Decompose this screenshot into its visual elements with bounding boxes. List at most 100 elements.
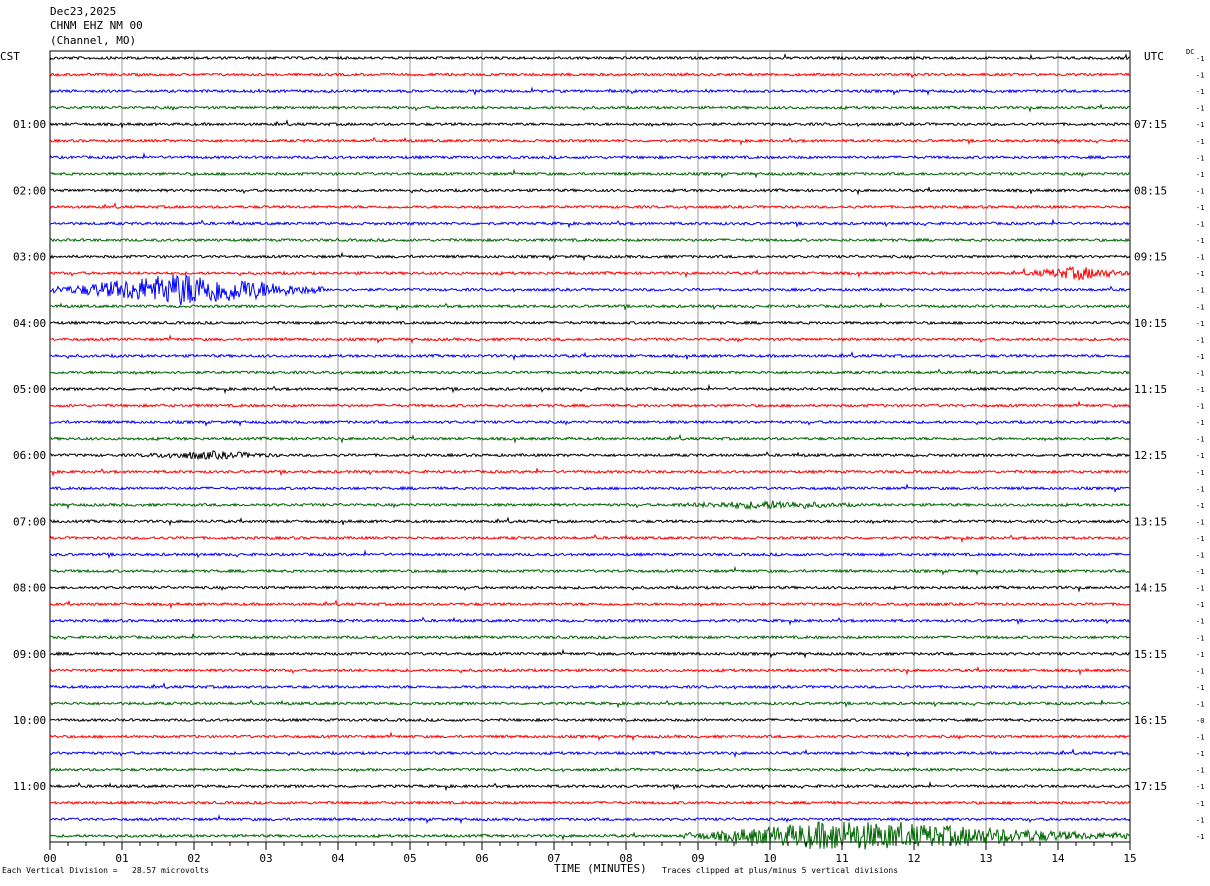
dc-offset-label: -1 <box>1196 618 1204 626</box>
left-hour-label: 06:00 <box>13 449 46 462</box>
dc-offset-label: -1 <box>1196 55 1204 63</box>
x-tick-label: 04 <box>331 852 345 865</box>
dc-offset-label: -1 <box>1196 816 1204 824</box>
dc-offset-label: -1 <box>1196 237 1204 245</box>
trace-row <box>49 400 1131 409</box>
trace-row <box>49 350 1131 362</box>
vertical-division-note: Each Vertical Division = 28.57 microvolt… <box>2 866 210 875</box>
dc-offset-label: -1 <box>1196 634 1204 642</box>
left-hour-label: 01:00 <box>13 118 46 131</box>
trace-row <box>49 681 1131 690</box>
trace-row <box>49 665 1131 676</box>
right-hour-label: 16:15 <box>1134 714 1167 727</box>
left-hour-label: 07:00 <box>13 515 46 528</box>
right-hour-label: 11:15 <box>1134 383 1167 396</box>
left-hour-label: 10:00 <box>13 714 46 727</box>
trace-row <box>49 119 1131 128</box>
x-tick-label: 03 <box>259 852 272 865</box>
trace-row <box>49 368 1131 376</box>
trace-row <box>49 218 1131 229</box>
dc-offset-label: -1 <box>1196 734 1204 742</box>
trace-row <box>50 168 1131 179</box>
trace-row <box>49 821 1131 850</box>
trace-row <box>49 152 1131 160</box>
trace-row <box>49 549 1131 559</box>
dc-offset-label: -1 <box>1196 204 1204 212</box>
dc-offset-label: -1 <box>1196 750 1204 758</box>
trace-row <box>50 468 1131 477</box>
x-tick-label: 05 <box>403 852 416 865</box>
trace-row <box>49 584 1131 593</box>
trace-row <box>49 780 1131 792</box>
dc-offset-label: -1 <box>1196 121 1204 129</box>
x-tick-label: 13 <box>979 852 992 865</box>
dc-offset-label: -1 <box>1196 568 1204 576</box>
left-hour-label: 11:00 <box>13 780 46 793</box>
dc-offset-label: -1 <box>1196 783 1204 791</box>
clipping-note: Traces clipped at plus/minus 5 vertical … <box>662 866 899 875</box>
dc-offset-label: -1 <box>1196 452 1204 460</box>
left-hour-label: 09:00 <box>13 648 46 661</box>
dc-offset-label: -1 <box>1196 154 1204 162</box>
trace-row <box>49 814 1131 825</box>
trace-row <box>49 201 1131 210</box>
x-tick-label: 01 <box>115 852 128 865</box>
plot-frame <box>49 50 1131 843</box>
left-hour-label: 05:00 <box>13 383 46 396</box>
dc-offset-label: -1 <box>1196 684 1204 692</box>
dc-offset-label: -1 <box>1196 171 1204 179</box>
right-hour-label: 10:15 <box>1134 317 1167 330</box>
trace-row <box>49 419 1131 427</box>
right-hour-label: 13:15 <box>1134 515 1167 528</box>
x-axis-label: TIME (MINUTES) <box>554 862 647 875</box>
dc-offset-label: -1 <box>1196 254 1204 262</box>
trace-row <box>49 717 1131 723</box>
dc-offset-label: -1 <box>1196 105 1204 113</box>
trace-row <box>49 648 1131 659</box>
trace-row <box>49 616 1131 626</box>
trace-row <box>50 633 1131 641</box>
trace-row <box>49 483 1131 493</box>
trace-row <box>50 334 1131 345</box>
dc-offset-label: -1 <box>1196 88 1204 96</box>
dc-offset-label: -1 <box>1196 601 1204 609</box>
x-tick-label: 12 <box>907 852 920 865</box>
right-hour-label: 12:15 <box>1134 449 1167 462</box>
trace-row <box>49 265 1131 281</box>
dc-offset-label: -0 <box>1196 717 1204 725</box>
left-timezone-label: CST <box>0 50 20 63</box>
dc-offset-label: -1 <box>1196 386 1204 394</box>
trace-row <box>49 731 1131 742</box>
dc-offset-label: -1 <box>1196 369 1204 377</box>
right-hour-label: 07:15 <box>1134 118 1167 131</box>
right-hour-label: 17:15 <box>1134 780 1167 793</box>
trace-row <box>49 274 1131 306</box>
x-tick-label: 10 <box>763 852 776 865</box>
dc-offset-label: -1 <box>1196 767 1204 775</box>
dc-label: DC <box>1186 48 1195 56</box>
trace-row <box>49 86 1131 96</box>
dc-offset-label: -1 <box>1196 469 1204 477</box>
dc-offset-label: -1 <box>1196 353 1204 361</box>
dc-offset-label: -1 <box>1196 187 1204 195</box>
trace-row <box>49 251 1131 262</box>
trace-row <box>49 103 1130 113</box>
trace-row <box>49 599 1131 610</box>
x-tick-label: 14 <box>1051 852 1065 865</box>
trace-row <box>49 516 1131 527</box>
x-tick-label: 15 <box>1123 852 1136 865</box>
x-tick-label: 08 <box>619 852 632 865</box>
trace-row <box>49 767 1131 773</box>
dc-offset-label: -1 <box>1196 221 1204 229</box>
left-hour-label: 03:00 <box>13 251 46 264</box>
x-tick-label: 11 <box>835 852 848 865</box>
dc-offset-label: -1 <box>1196 419 1204 427</box>
right-hour-label: 09:15 <box>1134 251 1167 264</box>
dc-offset-label: -1 <box>1196 485 1204 493</box>
dc-offset-label: -1 <box>1196 436 1204 444</box>
dc-offset-label: -1 <box>1196 585 1204 593</box>
trace-row <box>49 383 1131 395</box>
dc-offset-label: -1 <box>1196 403 1204 411</box>
subtitle-label: (Channel, MO) <box>50 34 137 47</box>
